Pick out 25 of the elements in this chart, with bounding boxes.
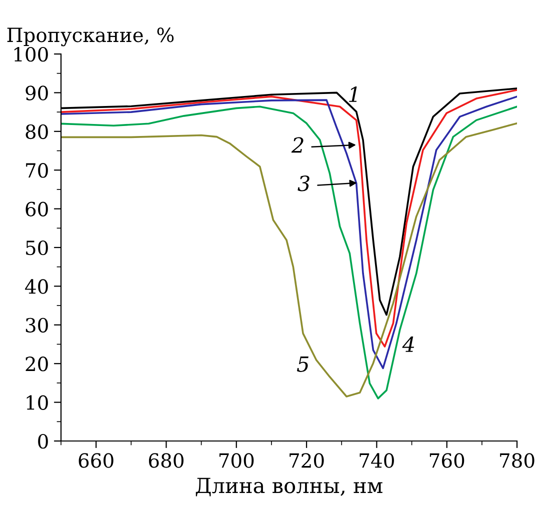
x-tick-label: 700 <box>219 453 254 468</box>
y-tick-label: 80 <box>26 124 48 140</box>
x-axis-title: Длина волны, нм <box>196 478 382 496</box>
y-tick-label: 100 <box>14 46 48 62</box>
annotation: 4 <box>402 336 414 352</box>
x-tick-label: 780 <box>500 453 534 468</box>
x-tick-label: 740 <box>360 453 394 468</box>
y-tick-label: 90 <box>26 86 48 100</box>
y-tick-label: 10 <box>26 395 48 410</box>
y-tick-label: 70 <box>26 163 48 178</box>
annotation: 5 <box>296 356 308 372</box>
x-tick-label: 720 <box>290 453 324 468</box>
y-tick-label: 20 <box>26 356 48 372</box>
annotation: 1 <box>349 86 357 102</box>
annotation: 3 <box>298 175 310 192</box>
y-tick-label: 60 <box>26 202 48 216</box>
x-tick-label: 660 <box>78 453 114 468</box>
x-tick-label: 680 <box>148 453 184 468</box>
y-axis-title: Пропускание, % <box>7 28 174 46</box>
y-tick-label: 0 <box>38 434 48 449</box>
annotation: 2 <box>291 137 304 153</box>
y-tick-label: 40 <box>25 279 48 294</box>
y-tick-label: 50 <box>26 240 48 256</box>
x-tick-label: 760 <box>430 453 464 468</box>
y-tick-label: 30 <box>26 318 48 333</box>
